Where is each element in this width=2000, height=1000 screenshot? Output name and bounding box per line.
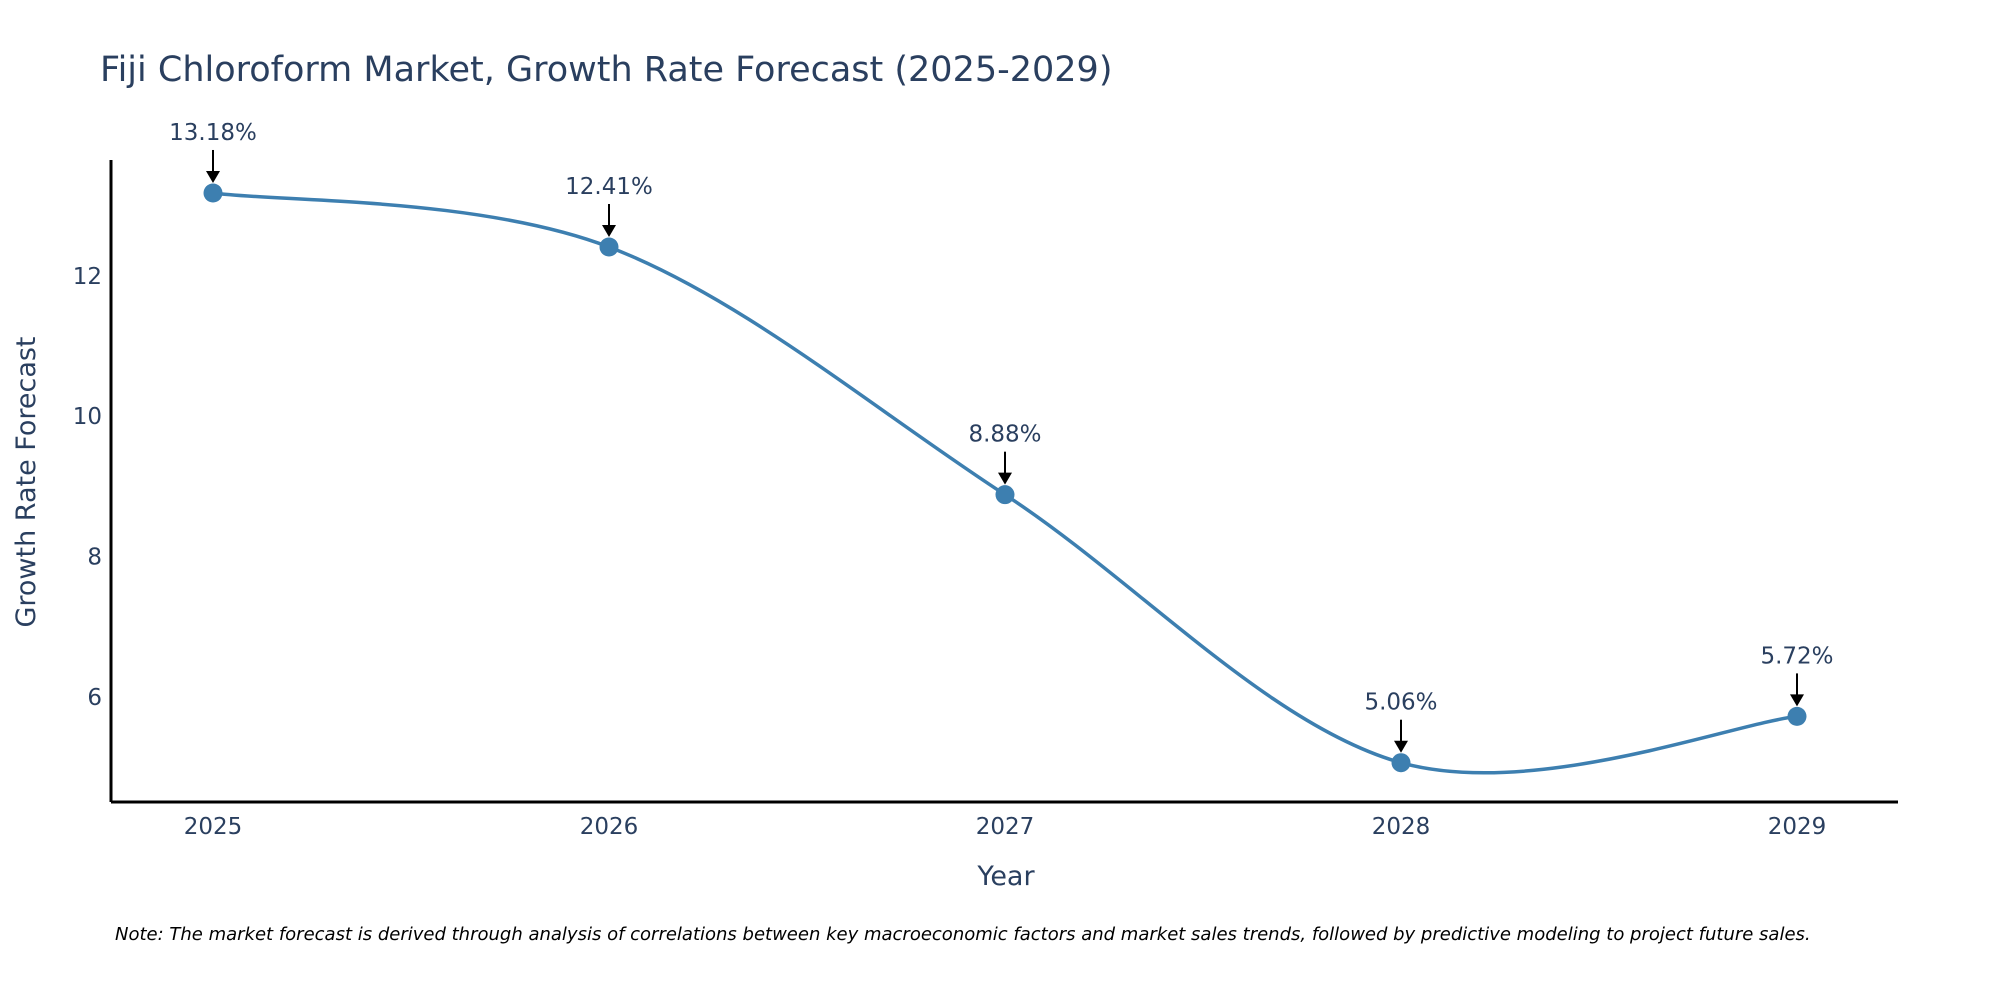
data-annotations: 13.18% 12.41% 8.88% 5.06% 5.72%	[169, 120, 1834, 753]
data-point-marker	[995, 485, 1015, 505]
data-point-marker	[203, 183, 223, 203]
x-tick-label: 2027	[976, 814, 1035, 840]
annotation-arrow-head	[1790, 694, 1804, 707]
data-label: 5.06%	[1364, 690, 1437, 716]
x-tick-label: 2025	[184, 814, 243, 840]
forecast-note: Note: The market forecast is derived thr…	[115, 924, 1811, 945]
y-tick-label: 12	[73, 264, 102, 290]
y-tick-label: 10	[73, 404, 102, 430]
plot-area: 6 8 10 12 2025 2026 2027 2028 2029 13.18% 12.41%…	[73, 120, 1898, 840]
x-tick-label: 2029	[1768, 814, 1827, 840]
y-tick-labels: 6 8 10 12	[73, 264, 102, 711]
data-markers	[203, 183, 1807, 773]
y-axis-title: Growth Rate Forecast	[11, 336, 42, 627]
data-label: 13.18%	[169, 120, 257, 146]
x-tick-label: 2028	[1372, 814, 1431, 840]
data-point-marker	[1391, 753, 1411, 773]
annotation-arrow-head	[998, 472, 1012, 485]
data-point-marker	[599, 237, 619, 257]
x-tick-labels: 2025 2026 2027 2028 2029	[184, 814, 1827, 840]
data-point-marker	[1787, 706, 1807, 726]
y-tick-label: 8	[87, 544, 102, 570]
chart-title: Fiji Chloroform Market, Growth Rate Fore…	[100, 50, 1112, 90]
x-axis-title: Year	[976, 861, 1035, 892]
annotation-arrow-head	[206, 170, 220, 183]
data-label: 12.41%	[565, 174, 653, 200]
data-label: 8.88%	[968, 422, 1041, 448]
y-tick-label: 6	[87, 685, 102, 711]
data-label: 5.72%	[1760, 643, 1833, 669]
x-tick-label: 2026	[580, 814, 639, 840]
annotation-arrow-head	[1394, 740, 1408, 753]
annotation-arrow-head	[602, 225, 616, 238]
